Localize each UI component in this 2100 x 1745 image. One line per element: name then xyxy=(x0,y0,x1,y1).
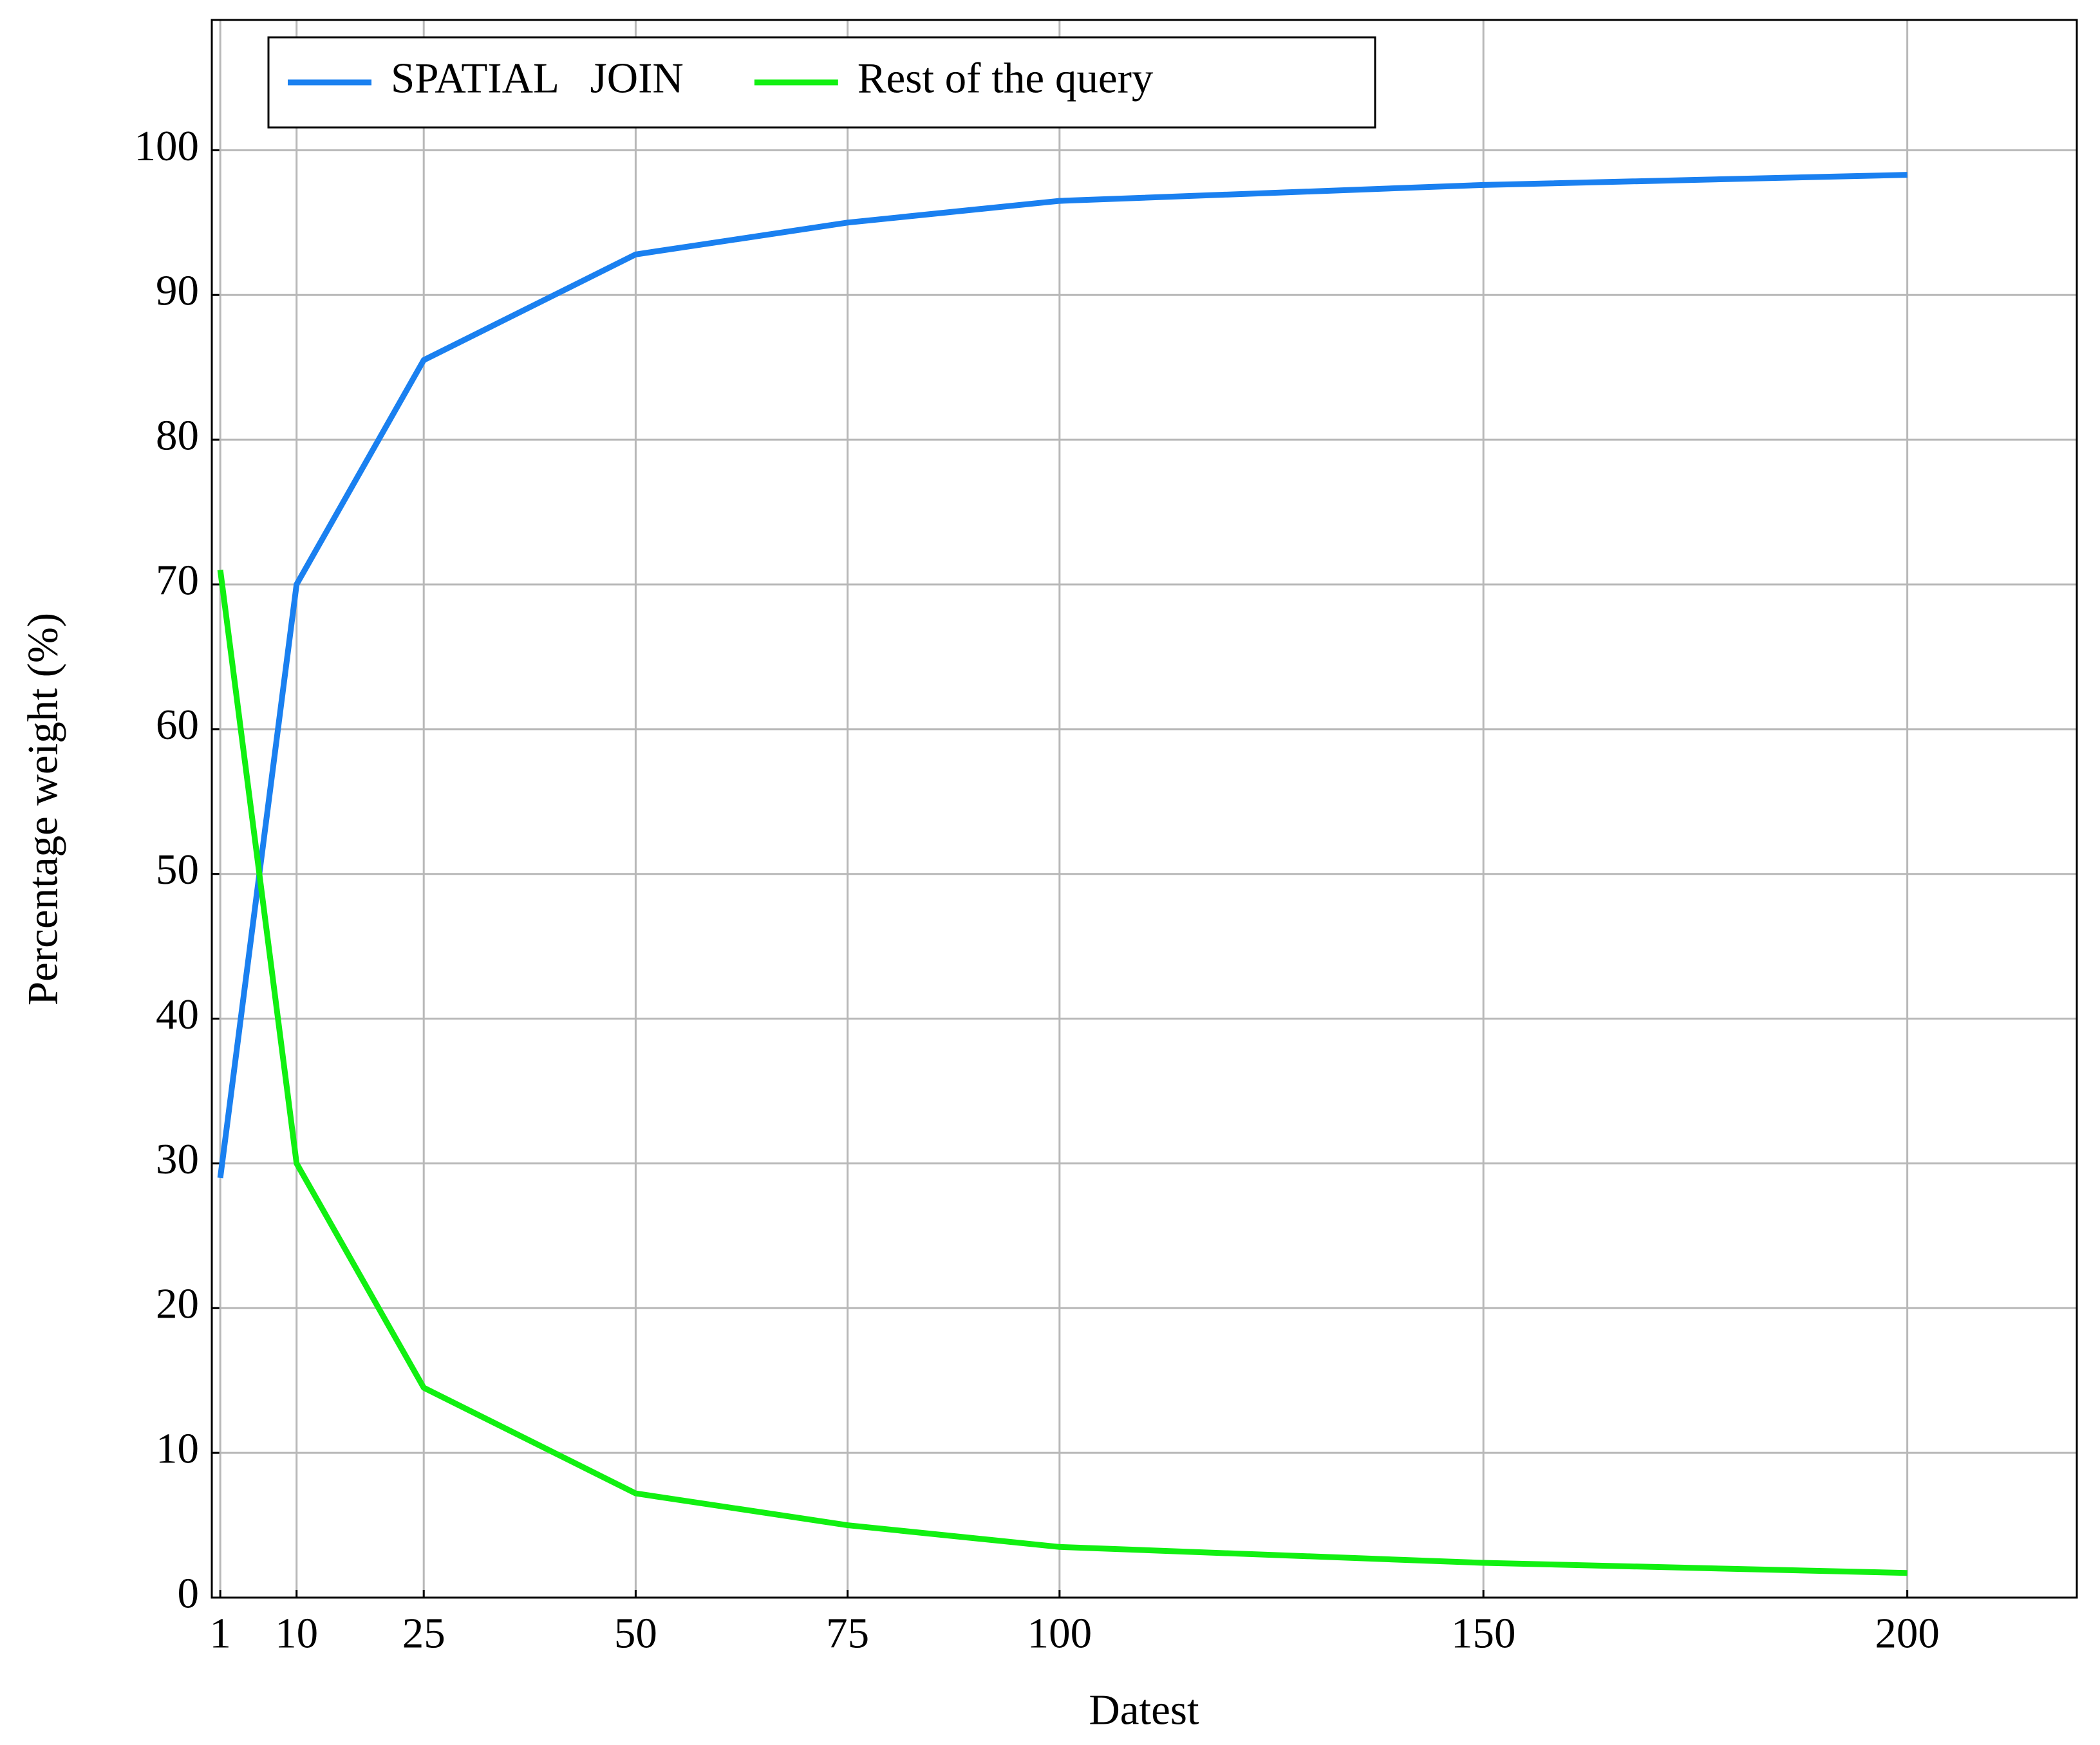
x-tick-label: 75 xyxy=(826,1609,869,1657)
y-tick-label: 30 xyxy=(156,1135,199,1183)
series-line xyxy=(217,172,1908,1179)
y-tick-label: 40 xyxy=(156,991,199,1038)
x-tick-label: 25 xyxy=(402,1609,445,1657)
x-axis-label: Datest xyxy=(1089,1686,1199,1733)
y-axis-label: Percentage weight (%) xyxy=(19,613,66,1005)
legend-label: Rest of the query xyxy=(858,54,1154,102)
y-tick-label: 80 xyxy=(156,411,199,459)
x-tick-label: 200 xyxy=(1875,1609,1940,1657)
legend-label: SPATIAL JOIN xyxy=(391,54,684,102)
y-tick-label: 20 xyxy=(156,1280,199,1328)
y-tick-label: 90 xyxy=(156,267,199,315)
x-tick-label: 150 xyxy=(1451,1609,1516,1657)
y-tick-label: 0 xyxy=(178,1569,200,1617)
x-tick-label: 100 xyxy=(1027,1609,1092,1657)
series-line xyxy=(217,569,1908,1576)
x-tick-label: 10 xyxy=(275,1609,318,1657)
x-tick-label: 50 xyxy=(614,1609,657,1657)
plot-frame xyxy=(211,19,2078,1599)
y-tick-label: 10 xyxy=(156,1425,199,1473)
y-tick-label: 70 xyxy=(156,556,199,604)
x-tick-label: 1 xyxy=(209,1609,231,1657)
y-tick-label: 60 xyxy=(156,701,199,749)
y-tick-label: 50 xyxy=(156,846,199,893)
y-tick-label: 100 xyxy=(135,122,200,170)
